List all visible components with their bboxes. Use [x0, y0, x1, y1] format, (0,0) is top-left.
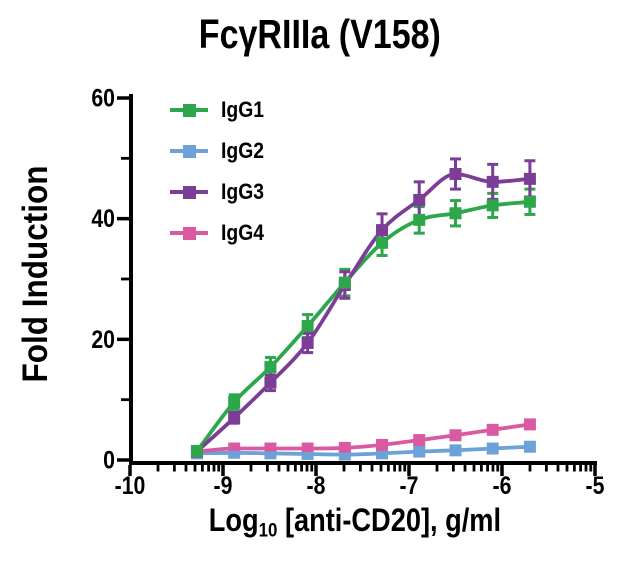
x-tick-label-group: -9: [214, 471, 233, 499]
legend-item-IgG3: IgG3: [170, 179, 270, 205]
series-IgG4-curve: [195, 422, 532, 454]
x-tick-label-group: -7: [400, 471, 419, 499]
legend-marker-IgG4: [170, 220, 208, 246]
y-tick-label: 0: [103, 446, 115, 474]
x-tick-label: -6: [493, 471, 512, 499]
series-IgG1-marker: [486, 199, 499, 212]
y-tick-label-group: 40: [91, 205, 115, 233]
y-tick-label-group: 60: [91, 84, 115, 112]
x-tick-label: -5: [586, 471, 605, 499]
series-IgG1-marker: [228, 396, 241, 409]
y-tick-label: 60: [91, 84, 115, 112]
x-tick-label-group: -10: [115, 471, 146, 499]
series-IgG3-marker: [376, 224, 389, 237]
y-tick-label-group: 20: [91, 325, 115, 353]
x-axis-label: Log10 [anti-CD20], g/ml: [113, 502, 597, 542]
series-IgG3-marker: [523, 172, 536, 185]
series-IgG1-marker: [264, 361, 277, 374]
series-IgG3-marker: [228, 411, 241, 424]
series-IgG1-marker: [523, 195, 536, 208]
series-IgG1-marker: [301, 320, 314, 333]
series-IgG2-curve: [195, 444, 532, 457]
series-IgG3-marker: [413, 193, 426, 206]
chart-title-text: FcγRIIIa (V158): [198, 11, 442, 57]
series-IgG1-curve: [195, 199, 532, 453]
legend-item-IgG2: IgG2: [170, 138, 270, 164]
legend-square: [182, 144, 196, 158]
legend-square: [182, 103, 196, 117]
series-IgG1-marker: [449, 207, 462, 220]
legend-label-IgG2: IgG2: [221, 138, 265, 163]
legend-item-IgG1: IgG1: [170, 97, 270, 123]
legend-marker-IgG1: [170, 97, 208, 123]
x-tick-label: -7: [400, 471, 419, 499]
series-IgG3-marker: [486, 175, 499, 188]
y-tick-label-group: 0: [103, 446, 115, 474]
x-tick-label: -10: [115, 471, 146, 499]
series-IgG1-marker: [338, 276, 351, 289]
legend-item-IgG4: IgG4: [170, 220, 270, 246]
legend-square: [182, 226, 196, 240]
legend-marker-IgG3: [170, 179, 208, 205]
x-tick-label-group: -8: [307, 471, 326, 499]
legend-label-IgG3: IgG3: [221, 179, 265, 204]
x-axis-label-prefix: Log: [208, 502, 259, 538]
legend-square: [182, 185, 196, 199]
x-tick-label-group: -6: [493, 471, 512, 499]
series-IgG3-marker: [301, 336, 314, 349]
legend-marker-IgG2: [170, 138, 208, 164]
series-IgG1-marker: [413, 213, 426, 226]
legend-label-IgG1: IgG1: [221, 97, 265, 122]
x-tick-label: -8: [307, 471, 326, 499]
x-tick-label: -9: [214, 471, 233, 499]
x-tick-label-group: -5: [586, 471, 605, 499]
x-axis-label-subscript: 10: [258, 519, 278, 542]
legend-label-IgG4: IgG4: [221, 220, 265, 245]
x-axis-label-text: Log10 [anti-CD20], g/ml: [209, 502, 501, 542]
series-IgG1-marker: [376, 236, 389, 249]
series-IgG3-marker: [449, 168, 462, 181]
y-tick-label: 20: [91, 325, 115, 353]
series-IgG3-marker: [264, 376, 277, 389]
y-tick-label: 40: [91, 205, 115, 233]
series-IgG3-curve: [195, 172, 532, 454]
x-axis-label-suffix: [anti-CD20], g/ml: [277, 502, 502, 538]
series-IgG1-marker: [190, 444, 203, 457]
chart-title: FcγRIIIa (V158): [0, 11, 640, 57]
